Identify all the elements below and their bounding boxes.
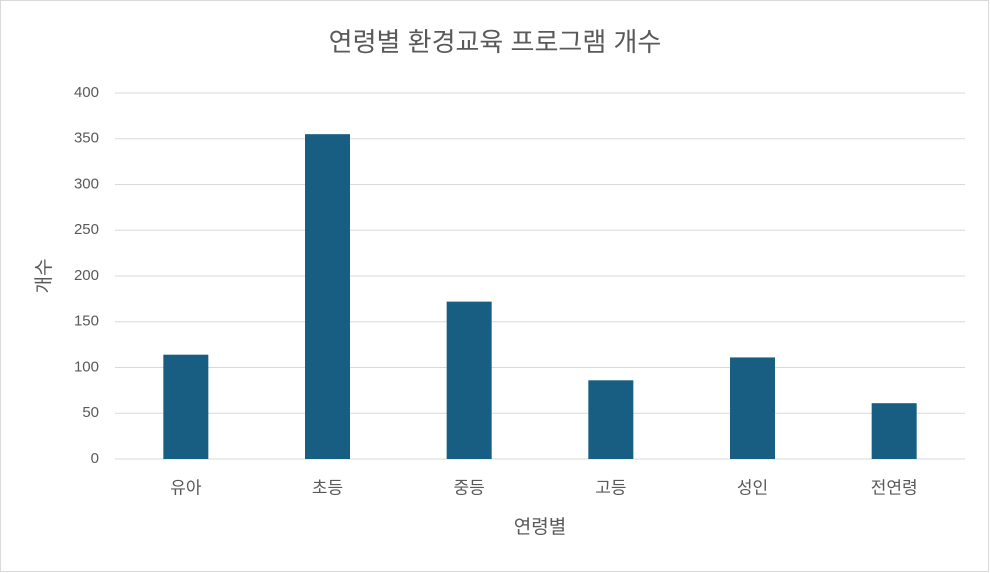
y-axis-label: 개수 bbox=[33, 259, 55, 294]
x-tick-label: 중등 bbox=[454, 478, 485, 497]
bar bbox=[588, 380, 634, 459]
x-tick-label: 고등 bbox=[595, 478, 626, 497]
y-tick-label: 0 bbox=[91, 450, 99, 467]
y-tick-label: 200 bbox=[74, 267, 99, 284]
x-tick-label: 유아 bbox=[170, 478, 202, 497]
x-tick-label: 전연령 bbox=[871, 478, 918, 497]
bar bbox=[730, 357, 775, 459]
bar bbox=[446, 301, 492, 459]
y-tick-label: 100 bbox=[74, 358, 99, 375]
y-tick-label: 350 bbox=[74, 130, 99, 147]
y-tick-label: 250 bbox=[74, 221, 99, 238]
chart-title: 연령별 환경교육 프로그램 개수 bbox=[329, 27, 662, 57]
bar bbox=[871, 403, 917, 459]
y-tick-label: 150 bbox=[74, 313, 99, 330]
y-tick-label: 400 bbox=[74, 84, 99, 101]
x-tick-label: 초등 bbox=[312, 478, 343, 497]
y-tick-label: 300 bbox=[74, 175, 99, 192]
x-axis-label: 연령별 bbox=[514, 516, 566, 538]
y-tick-label: 50 bbox=[82, 404, 99, 421]
bar bbox=[163, 354, 209, 459]
bar bbox=[305, 134, 350, 460]
x-tick-label: 성인 bbox=[737, 478, 768, 497]
